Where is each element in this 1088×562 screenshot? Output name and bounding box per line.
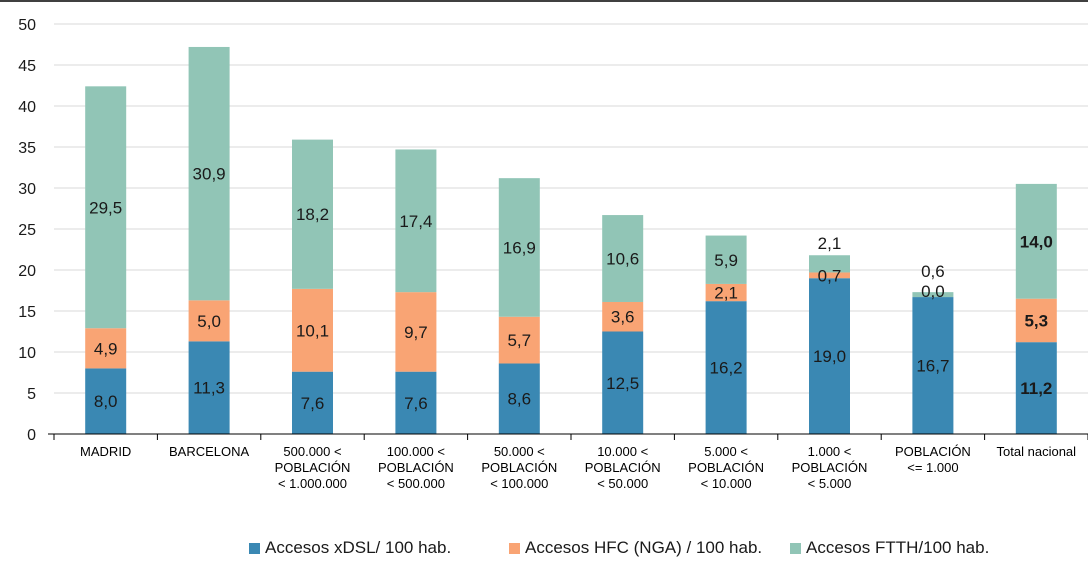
data-label: 30,9 <box>193 165 226 184</box>
data-label: 2,1 <box>818 234 842 253</box>
y-tick-label: 25 <box>18 222 36 239</box>
data-label: 7,6 <box>301 394 325 413</box>
data-label: 5,9 <box>714 251 738 270</box>
data-label: 7,6 <box>404 394 428 413</box>
x-tick-label: MADRID <box>80 444 131 459</box>
data-label: 10,1 <box>296 321 329 340</box>
data-label: 0,7 <box>818 266 842 285</box>
legend-label-ftth: Accesos FTTH/100 hab. <box>806 538 989 558</box>
x-tick-label: 500.000 < POBLACIÓN < 1.000.000 <box>275 444 351 491</box>
x-tick-label: 10.000 < POBLACIÓN < 50.000 <box>585 444 661 491</box>
data-label: 16,2 <box>710 359 743 378</box>
data-label: 14,0 <box>1020 232 1053 251</box>
data-label: 10,6 <box>606 250 639 269</box>
data-label: 0,0 <box>921 282 945 301</box>
data-label: 17,4 <box>399 212 432 231</box>
y-tick-label: 35 <box>18 140 36 157</box>
data-label: 16,7 <box>916 357 949 376</box>
x-tick-label: Total nacional <box>997 444 1077 459</box>
data-label: 12,5 <box>606 374 639 393</box>
legend-swatch-hfc <box>509 543 520 554</box>
data-label: 4,9 <box>94 339 118 358</box>
data-label: 0,6 <box>921 262 945 281</box>
legend-swatch-xdsl <box>249 543 260 554</box>
data-label: 5,3 <box>1024 311 1048 330</box>
data-label: 5,0 <box>197 312 221 331</box>
y-tick-label: 40 <box>18 99 36 116</box>
y-tick-label: 0 <box>27 427 36 444</box>
x-tick-label: 5.000 < POBLACIÓN < 10.000 <box>688 444 764 491</box>
data-label: 5,7 <box>507 331 531 350</box>
x-tick-label: BARCELONA <box>169 444 250 459</box>
x-tick-label: 50.000 < POBLACIÓN < 100.000 <box>481 444 557 491</box>
y-tick-label: 10 <box>18 345 36 362</box>
x-tick-label: 100.000 < POBLACIÓN < 500.000 <box>378 444 454 491</box>
legend-label-hfc: Accesos HFC (NGA) / 100 hab. <box>525 538 762 558</box>
data-label: 16,9 <box>503 238 536 257</box>
stacked-bar-chart: 0 5 10 15 20 25 30 35 40 45 50 MADRID BARCELONA 500.0… <box>0 0 1088 530</box>
legend-label-xdsl: Accesos xDSL/ 100 hab. <box>265 538 451 558</box>
y-tick-label: 5 <box>27 386 36 403</box>
data-label: 19,0 <box>813 347 846 366</box>
chart-legend: Accesos xDSL/ 100 hab. Accesos HFC (NGA)… <box>0 538 1088 562</box>
data-label: 11,3 <box>193 379 225 398</box>
y-tick-label: 30 <box>18 181 36 198</box>
data-label: 18,2 <box>296 205 329 224</box>
legend-item-hfc: Accesos HFC (NGA) / 100 hab. <box>509 538 762 558</box>
x-tick-label: 1.000 < POBLACIÓN < 5.000 <box>792 444 868 491</box>
data-label: 8,0 <box>94 392 118 411</box>
data-label: 2,1 <box>714 284 738 303</box>
legend-item-ftth: Accesos FTTH/100 hab. <box>790 538 989 558</box>
data-label: 9,7 <box>404 323 428 342</box>
y-tick-label: 20 <box>18 263 36 280</box>
y-tick-label: 15 <box>18 304 36 321</box>
legend-item-xdsl: Accesos xDSL/ 100 hab. <box>249 538 451 558</box>
legend-swatch-ftth <box>790 543 801 554</box>
x-tick-label: POBLACIÓN <= 1.000 <box>895 444 971 475</box>
data-label: 8,6 <box>507 390 531 409</box>
y-tick-label: 50 <box>18 17 36 34</box>
y-tick-label: 45 <box>18 58 36 75</box>
data-label: 29,5 <box>89 198 122 217</box>
data-label: 11,2 <box>1020 379 1052 398</box>
data-label: 3,6 <box>611 308 635 327</box>
